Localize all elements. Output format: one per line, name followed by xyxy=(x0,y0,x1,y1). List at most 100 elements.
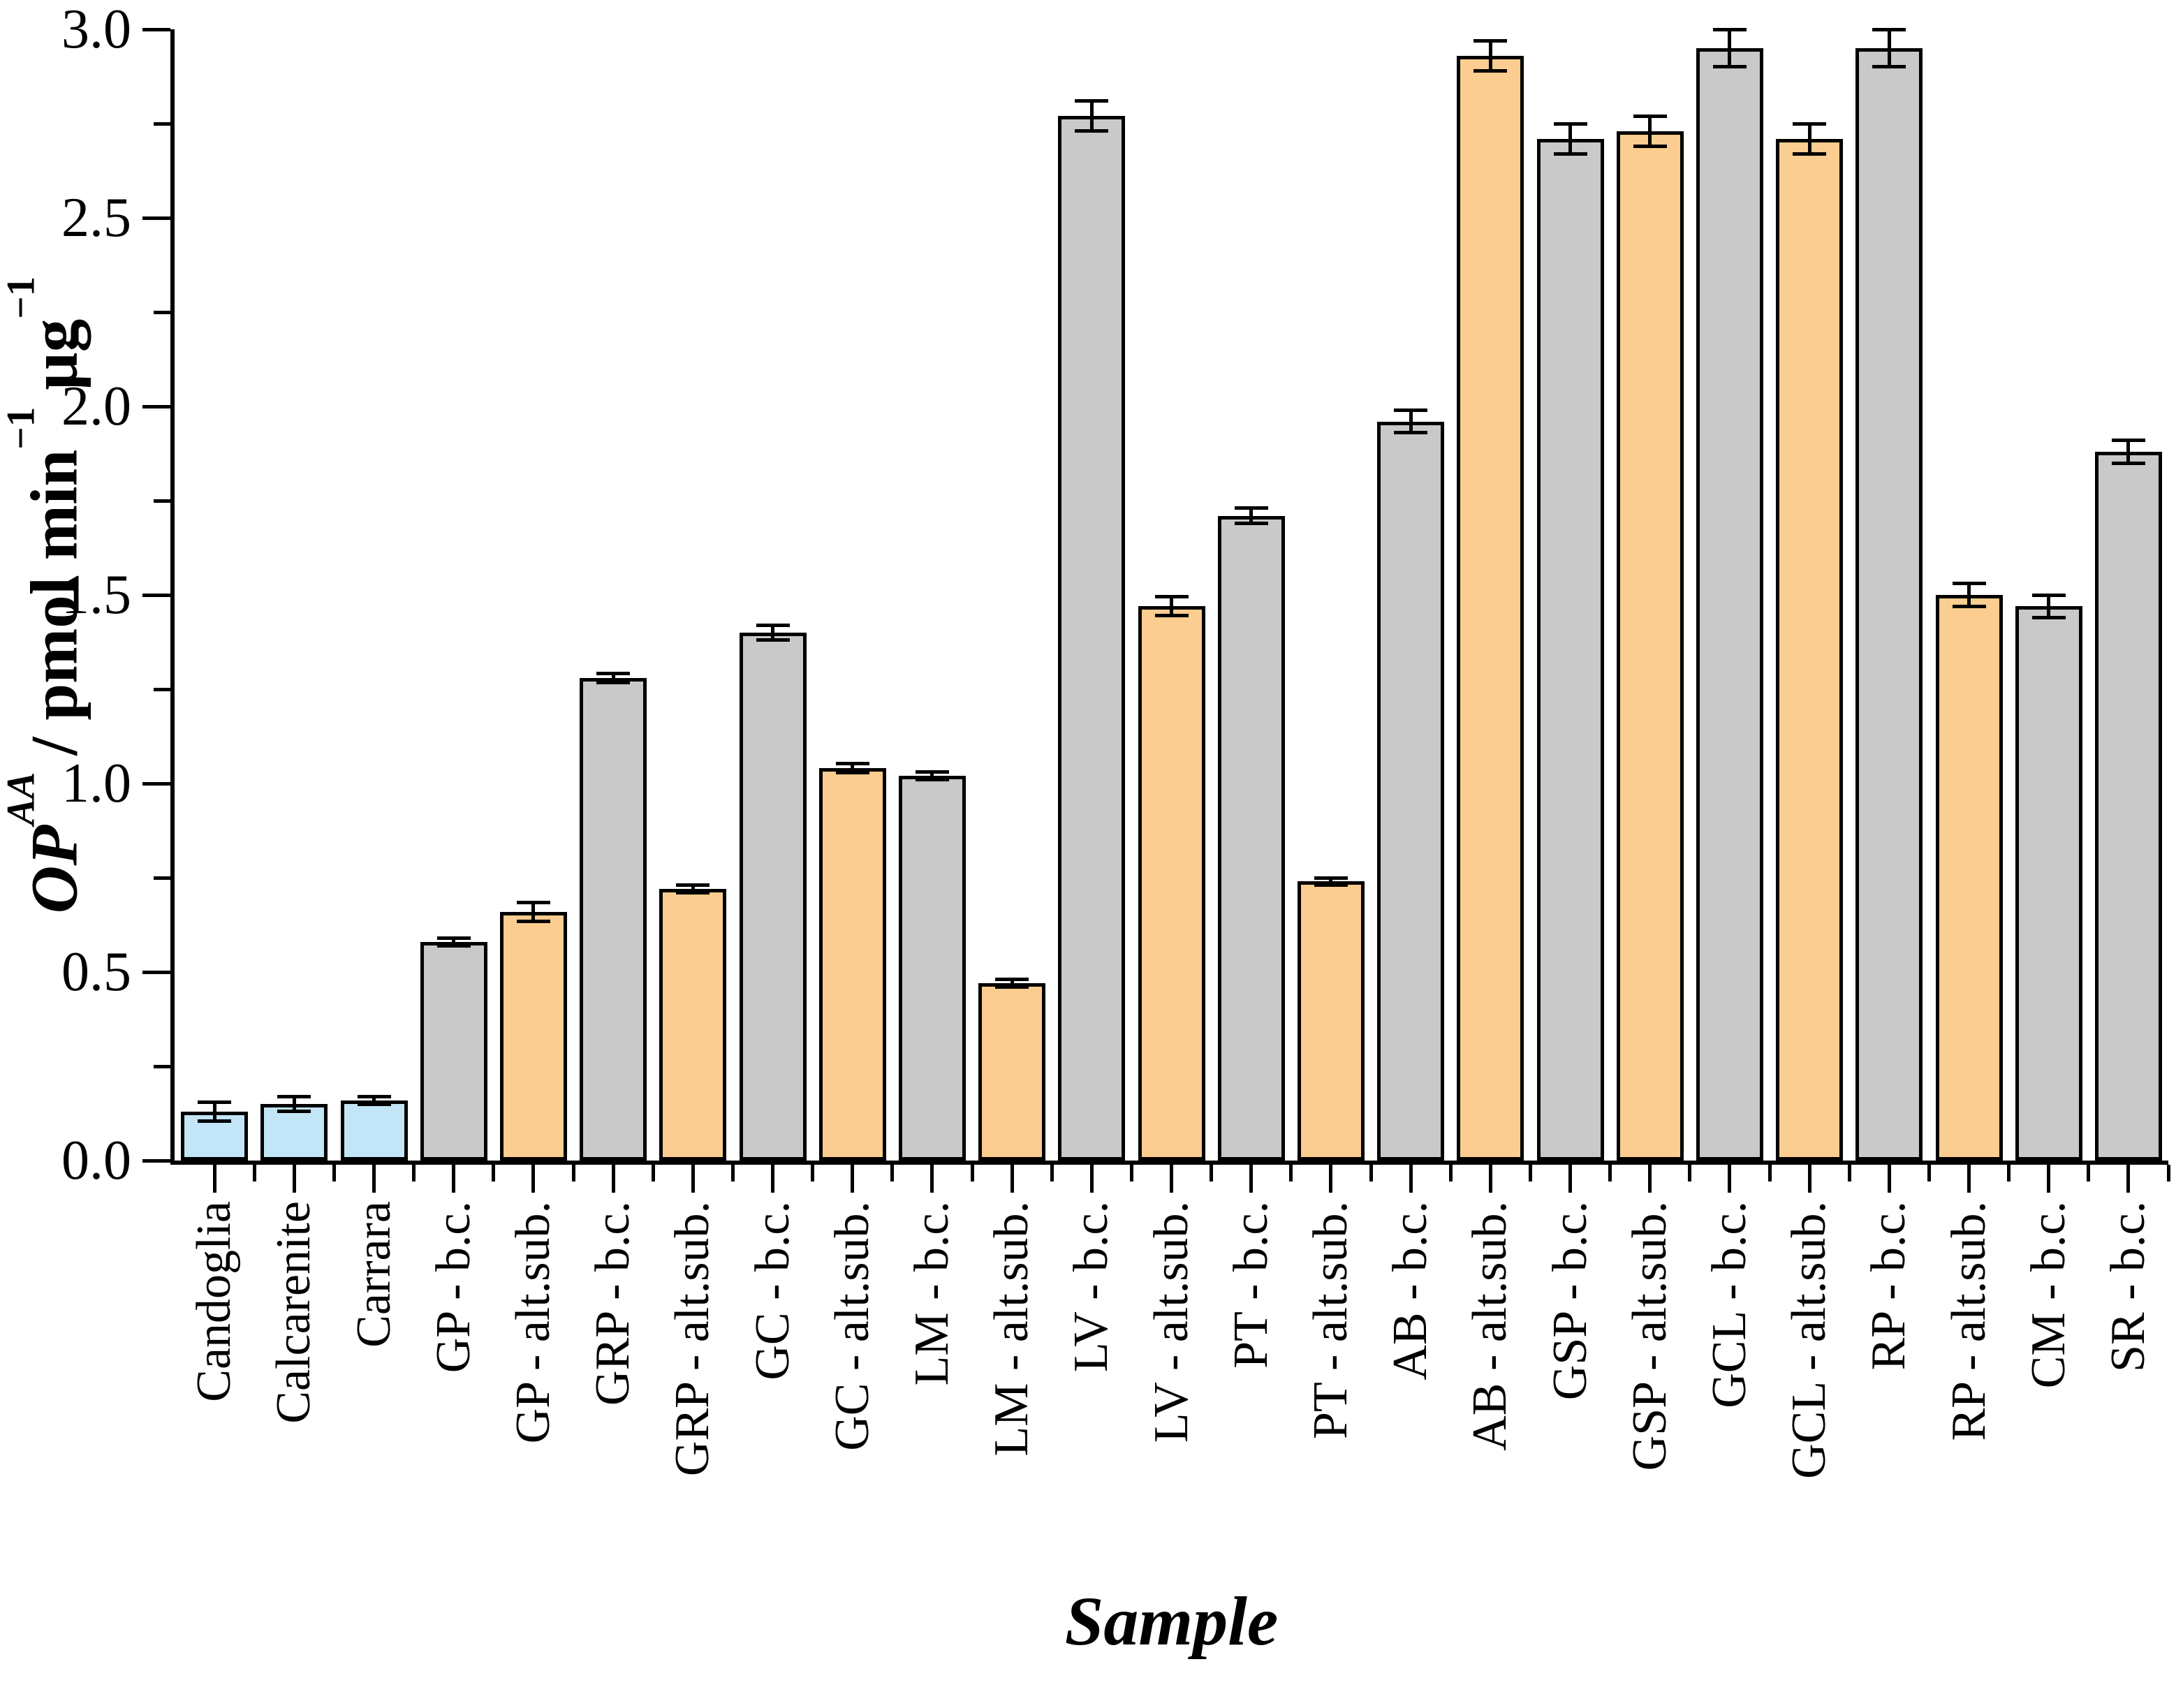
x-minor-tick xyxy=(971,1165,974,1181)
error-cap-bottom-GSP - alt.sub. xyxy=(1633,145,1667,148)
y-title-unit-2: µg xyxy=(17,318,91,407)
bar-AB - b.c. xyxy=(1377,422,1444,1161)
x-major-tick-GC - alt.sub. xyxy=(851,1165,854,1193)
x-major-tick-RP - b.c. xyxy=(1888,1165,1891,1193)
x-minor-tick xyxy=(811,1165,814,1181)
y-title-unit-1: / pmol min xyxy=(17,449,91,772)
x-minor-tick xyxy=(1289,1165,1293,1181)
bar-GSP - alt.sub. xyxy=(1617,131,1684,1161)
x-category-label-LM - b.c.: LM - b.c. xyxy=(905,1201,959,1386)
y-tick-label-1.0: 1.0 xyxy=(61,753,131,814)
error-stem-Candoglia xyxy=(213,1102,216,1121)
x-major-tick-GCL - b.c. xyxy=(1728,1165,1731,1193)
x-minor-tick xyxy=(1848,1165,1851,1181)
bar-PT - b.c. xyxy=(1218,516,1285,1161)
x-major-tick-Calcarenite xyxy=(293,1165,296,1193)
x-minor-tick xyxy=(1529,1165,1532,1181)
y-major-tick-3.0 xyxy=(142,28,170,31)
error-cap-bottom-GC - alt.sub. xyxy=(836,771,869,774)
x-category-label-GSP - alt.sub.: GSP - alt.sub. xyxy=(1623,1201,1677,1471)
error-cap-top-SR - b.c. xyxy=(2112,439,2145,442)
error-cap-top-Candoglia xyxy=(198,1100,231,1104)
x-minor-tick xyxy=(492,1165,495,1181)
error-cap-top-LM - alt.sub. xyxy=(995,978,1029,981)
y-title-term-superscript: AA xyxy=(0,772,43,825)
y-tick-label-0.5: 0.5 xyxy=(61,941,131,1003)
x-minor-tick xyxy=(332,1165,336,1181)
x-minor-tick xyxy=(2087,1165,2090,1181)
x-major-tick-LM - alt.sub. xyxy=(1010,1165,1014,1193)
x-category-label-GC - alt.sub.: GC - alt.sub. xyxy=(825,1201,879,1451)
x-minor-tick xyxy=(572,1165,575,1181)
x-major-tick-GRP - alt.sub. xyxy=(691,1165,695,1193)
y-major-tick-0.5 xyxy=(142,971,170,974)
y-title-exponent-1: −1 xyxy=(0,406,43,450)
error-stem-GP - b.c. xyxy=(452,938,455,945)
error-cap-bottom-GP - b.c. xyxy=(437,944,471,948)
y-tick-label-2.0: 2.0 xyxy=(61,376,131,437)
error-stem-Calcarenite xyxy=(293,1096,296,1112)
x-major-tick-GSP - b.c. xyxy=(1568,1165,1572,1193)
x-axis-line xyxy=(170,1161,2168,1165)
x-minor-tick xyxy=(1210,1165,1213,1181)
x-major-tick-RP - alt.sub. xyxy=(1967,1165,1971,1193)
error-cap-bottom-GP - alt.sub. xyxy=(517,920,550,923)
x-major-tick-GSP - alt.sub. xyxy=(1648,1165,1652,1193)
x-major-tick-PT - alt.sub. xyxy=(1329,1165,1332,1193)
error-stem-GSP - b.c. xyxy=(1568,124,1572,154)
error-cap-top-GC - alt.sub. xyxy=(836,762,869,765)
x-minor-tick xyxy=(412,1165,416,1181)
x-minor-tick xyxy=(1050,1165,1054,1181)
x-category-label-GSP - b.c.: GSP - b.c. xyxy=(1543,1201,1597,1401)
y-tick-label-2.5: 2.5 xyxy=(61,187,131,249)
bar-GC - b.c. xyxy=(740,633,807,1161)
error-stem-LV - b.c. xyxy=(1090,101,1094,131)
error-cap-bottom-PT - alt.sub. xyxy=(1314,883,1348,887)
x-minor-tick xyxy=(1449,1165,1453,1181)
error-cap-bottom-LV - alt.sub. xyxy=(1155,614,1189,617)
error-cap-top-LM - b.c. xyxy=(916,770,949,774)
error-stem-GC - b.c. xyxy=(771,625,774,640)
error-cap-bottom-Calcarenite xyxy=(277,1110,311,1113)
x-category-label-Calcarenite: Calcarenite xyxy=(267,1201,321,1424)
x-category-label-GRP - b.c.: GRP - b.c. xyxy=(586,1201,640,1406)
error-stem-RP - b.c. xyxy=(1888,29,1891,67)
error-cap-top-Carrara xyxy=(358,1095,391,1098)
x-major-tick-PT - b.c. xyxy=(1249,1165,1253,1193)
y-minor-tick-0.75 xyxy=(154,876,170,880)
bar-LV - b.c. xyxy=(1058,116,1125,1161)
bar-CM - b.c. xyxy=(2015,606,2082,1161)
x-minor-tick xyxy=(731,1165,735,1181)
x-category-label-GP - alt.sub.: GP - alt.sub. xyxy=(506,1201,560,1444)
error-stem-GRP - b.c. xyxy=(612,673,615,682)
y-major-tick-2.0 xyxy=(142,405,170,408)
x-category-label-AB - b.c.: AB - b.c. xyxy=(1383,1201,1437,1381)
error-stem-GC - alt.sub. xyxy=(851,764,854,773)
x-category-label-CM - b.c.: CM - b.c. xyxy=(2022,1201,2075,1389)
bar-LM - b.c. xyxy=(899,776,966,1161)
x-category-label-Carrara: Carrara xyxy=(347,1201,401,1348)
error-cap-bottom-AB - b.c. xyxy=(1394,431,1427,434)
error-cap-top-PT - b.c. xyxy=(1235,506,1268,510)
bar-GCL - b.c. xyxy=(1696,48,1763,1161)
x-major-tick-GP - alt.sub. xyxy=(531,1165,535,1193)
x-major-tick-LM - b.c. xyxy=(930,1165,934,1193)
y-major-tick-0.0 xyxy=(142,1159,170,1163)
x-category-label-AB - alt.sub.: AB - alt.sub. xyxy=(1463,1201,1517,1451)
bar-GCL - alt.sub. xyxy=(1776,139,1843,1161)
x-major-tick-LV - alt.sub. xyxy=(1170,1165,1173,1193)
bar-Calcarenite xyxy=(260,1104,328,1161)
error-cap-top-Calcarenite xyxy=(277,1095,311,1098)
bar-SR - b.c. xyxy=(2095,452,2162,1161)
x-major-tick-GP - b.c. xyxy=(452,1165,455,1193)
error-cap-top-GP - b.c. xyxy=(437,936,471,940)
x-major-tick-GC - b.c. xyxy=(771,1165,774,1193)
error-stem-AB - alt.sub. xyxy=(1489,41,1492,71)
error-cap-top-PT - alt.sub. xyxy=(1314,876,1348,880)
bar-GSP - b.c. xyxy=(1537,139,1604,1161)
y-minor-tick-0.25 xyxy=(154,1065,170,1068)
x-category-label-Candoglia: Candoglia xyxy=(187,1201,241,1402)
bar-LV - alt.sub. xyxy=(1138,606,1205,1161)
x-major-tick-CM - b.c. xyxy=(2047,1165,2050,1193)
